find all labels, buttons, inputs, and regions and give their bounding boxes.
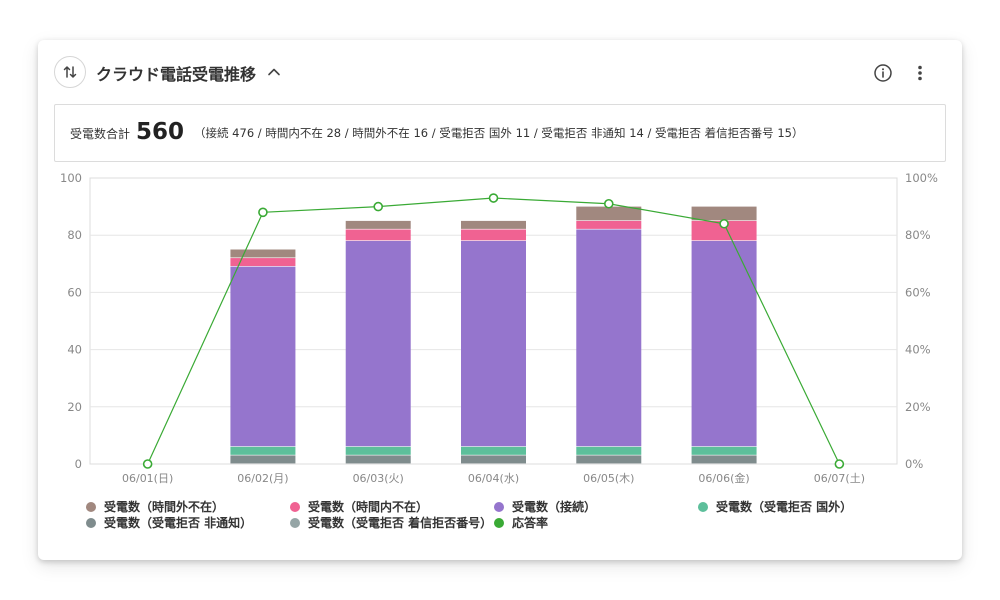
line-point — [488, 193, 499, 203]
bar-segment — [576, 220, 642, 229]
summary-box: 受電数合計 560 （接続 476 / 時間内不在 28 / 時間外不在 16 … — [54, 104, 946, 162]
summary-total: 560 — [136, 119, 185, 145]
bar-segment — [345, 220, 411, 229]
bar-segment — [230, 266, 296, 447]
legend-item[interactable]: 受電数（受電拒否 国外） — [698, 498, 852, 515]
bar-segment — [230, 446, 296, 455]
line-point — [258, 207, 268, 218]
legend-label: 応答率 — [512, 516, 549, 530]
legend-swatch — [494, 501, 504, 512]
sort-button[interactable] — [54, 56, 86, 88]
y2-tick-label: 80% — [905, 228, 931, 242]
bar-segment — [461, 455, 526, 464]
bar-segment — [576, 206, 642, 221]
y2-tick-label: 60% — [905, 285, 931, 299]
line-point — [373, 201, 384, 212]
x-tick-label: 06/02(月) — [237, 472, 288, 485]
line-point — [834, 459, 845, 469]
legend-swatch — [86, 517, 96, 528]
more-menu-button[interactable] — [912, 62, 928, 84]
bar-segment — [691, 446, 757, 455]
legend-label: 受電数（受電拒否 非通知） — [104, 516, 253, 530]
legend-label: 受電数（受電拒否 国外） — [716, 500, 853, 514]
x-tick-label: 06/01(日) — [122, 472, 173, 485]
x-tick-label: 06/05(木) — [583, 472, 634, 485]
line-point — [142, 459, 153, 469]
bar-segment — [576, 455, 642, 464]
y-tick-label: 60 — [67, 285, 82, 299]
bar-segment — [691, 240, 757, 447]
bar-segment — [691, 220, 757, 241]
legend-swatch — [698, 501, 708, 512]
bar-segment — [345, 229, 411, 241]
info-button[interactable] — [872, 62, 894, 84]
bar-segment — [461, 220, 526, 229]
chart-card: クラウド電話受電推移 受電数合計 560 （接続 476 / 時間内不在 28 … — [38, 40, 962, 560]
x-tick-label: 06/04(水) — [468, 472, 519, 485]
legend-item[interactable]: 応答率 — [494, 514, 548, 531]
y-tick-label: 40 — [67, 343, 82, 357]
bar-segment — [691, 206, 757, 221]
line-point — [603, 198, 614, 209]
line-point — [719, 218, 729, 229]
y-tick-label: 0 — [75, 457, 82, 471]
more-vertical-icon — [918, 65, 922, 81]
legend-item[interactable]: 受電数（接続） — [494, 498, 596, 515]
y-tick-label: 20 — [67, 400, 82, 414]
y-tick-label: 80 — [67, 228, 82, 242]
chevron-up-icon — [268, 68, 280, 76]
y2-tick-label: 100% — [905, 171, 938, 185]
y2-tick-label: 20% — [905, 400, 931, 414]
legend-label: 受電数（受電拒否 着信拒否番号） — [308, 516, 493, 530]
bar-segment — [461, 240, 526, 447]
x-tick-label: 06/06(金) — [698, 471, 749, 485]
x-tick-label: 06/07(土) — [814, 472, 865, 485]
y-tick-label: 100 — [60, 171, 82, 185]
bar-segment — [345, 446, 411, 455]
bar-segment — [230, 249, 296, 258]
legend-label: 受電数（時間外不在） — [104, 500, 225, 514]
plot-frame — [89, 177, 898, 465]
legend-swatch — [494, 517, 504, 528]
bar-segment — [230, 258, 296, 267]
card-header: クラウド電話受電推移 — [54, 56, 946, 88]
bar-segment — [461, 446, 526, 455]
bar-segment — [230, 455, 296, 464]
collapse-button[interactable] — [264, 62, 284, 82]
legend-label: 受電数（時間内不在） — [308, 500, 429, 514]
bar-segment — [461, 229, 526, 241]
legend-item[interactable]: 受電数（時間外不在） — [86, 498, 224, 515]
bar-segment — [691, 455, 757, 464]
legend-swatch — [290, 501, 300, 512]
y2-tick-label: 0% — [905, 457, 923, 471]
summary-detail: （接続 476 / 時間内不在 28 / 時間外不在 16 / 受電拒否 国外 … — [194, 126, 804, 140]
card-title: クラウド電話受電推移 — [96, 65, 257, 84]
bar-segment — [345, 455, 411, 464]
bar-segment — [576, 446, 642, 455]
legend-swatch — [290, 517, 300, 528]
y2-tick-label: 40% — [905, 343, 931, 357]
legend-item[interactable]: 受電数（受電拒否 非通知） — [86, 514, 252, 531]
swap-vertical-icon — [63, 66, 77, 78]
info-icon — [874, 64, 892, 82]
chart-area: 0 20 40 60 80 100 0% 20% 40% 60% 80% 100% 06/01(日) 06… — [60, 171, 938, 485]
summary-label: 受電数合計 — [70, 126, 131, 141]
legend-label: 受電数（接続） — [512, 500, 597, 514]
legend-swatch — [86, 501, 96, 512]
legend-item[interactable]: 受電数（時間内不在） — [290, 498, 428, 515]
bar-segment — [345, 240, 411, 447]
legend-item[interactable]: 受電数（受電拒否 着信拒否番号） — [290, 514, 492, 531]
bar-segment — [576, 229, 642, 447]
x-tick-label: 06/03(火) — [353, 472, 404, 485]
